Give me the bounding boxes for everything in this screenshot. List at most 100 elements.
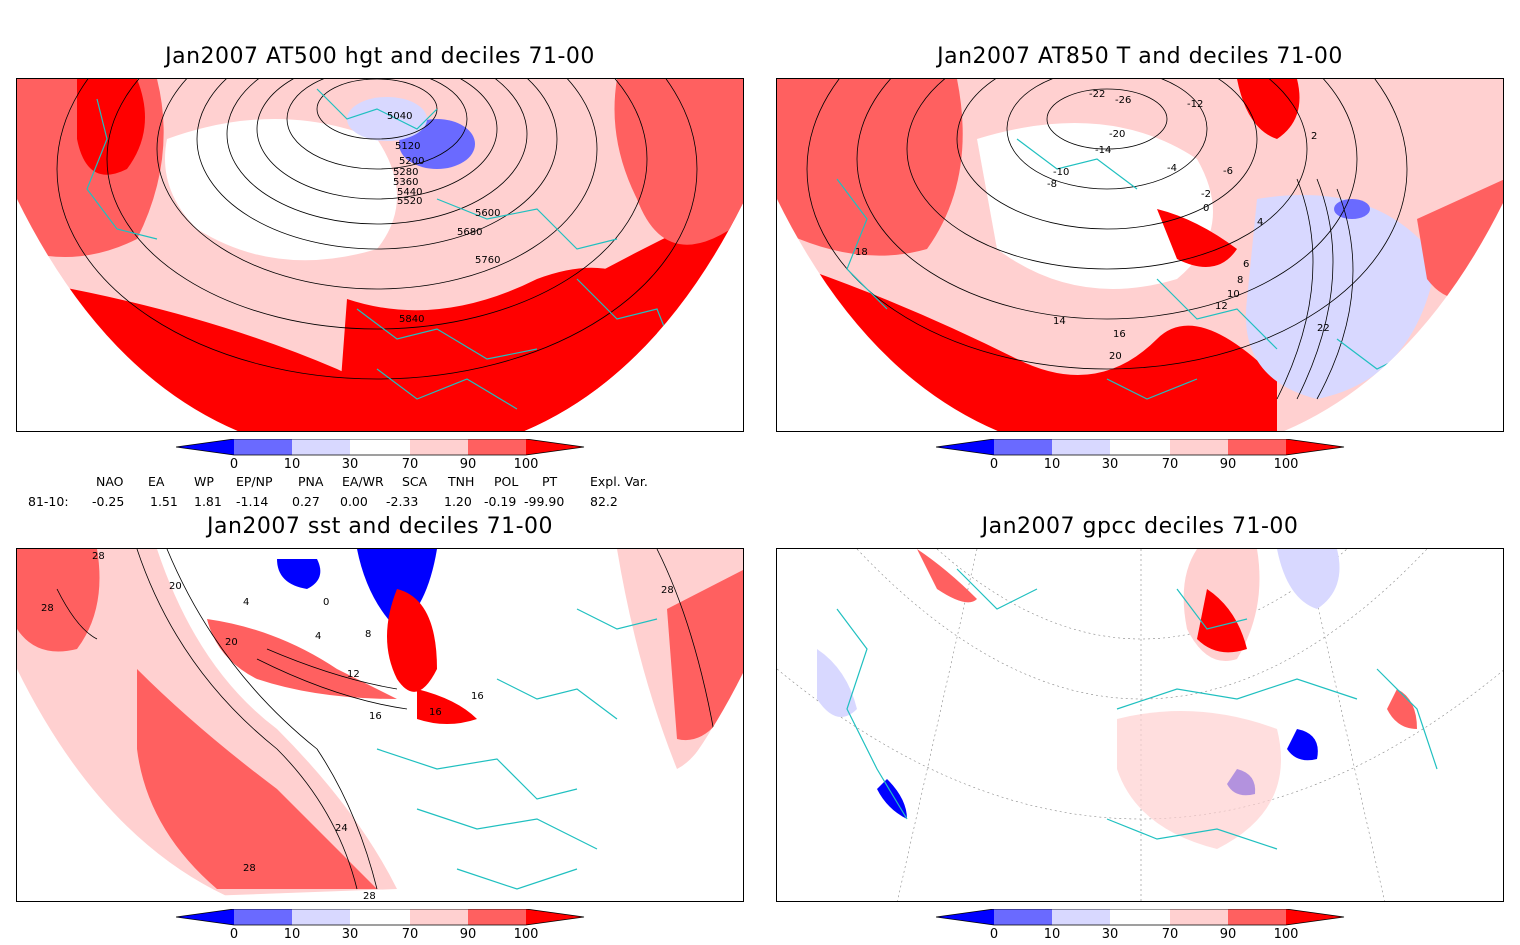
tc-value: 82.2	[590, 494, 618, 509]
map-sst-svg: 28 28 20 20 4 0 4 8 12 16 16 16 24 28 28…	[17, 549, 743, 902]
colorbar-ramp	[175, 438, 585, 456]
colorbar-tick: 10	[283, 457, 301, 472]
colorbar-tick: 0	[229, 927, 239, 942]
colorbar-tick: 0	[229, 457, 239, 472]
tc-header: TNH	[448, 474, 475, 489]
tc-header: WP	[194, 474, 214, 489]
tc-row-label: 81-10:	[28, 494, 69, 509]
colorbar-tick: 30	[1101, 457, 1119, 472]
t850-label: 6	[1243, 259, 1249, 270]
t850-label: 10	[1227, 289, 1240, 300]
colorbar-tick: 30	[1101, 927, 1119, 942]
colorbar-tick: 70	[401, 927, 419, 942]
sst-label: 28	[41, 603, 54, 614]
map-t850: -26 -22 -20 -14 -12 -10 -8 -6 -4 -2 0 2 …	[776, 78, 1504, 432]
colorbar-tick: 90	[1219, 457, 1237, 472]
t850-label: 14	[1053, 316, 1066, 327]
t850-label: -14	[1095, 145, 1111, 156]
hgt500-label: 5120	[395, 141, 420, 152]
tc-value: 1.51	[150, 494, 178, 509]
tc-value: 1.20	[444, 494, 472, 509]
colorbar-tick: 0	[989, 927, 999, 942]
sst-contour-labels: 28 28 20 20 4 0 4 8 12 16 16 16 24 28 28…	[41, 551, 674, 902]
hgt500-label: 5360	[393, 177, 418, 188]
tc-header: POL	[494, 474, 519, 489]
map-hgt500-svg: 5040 5120 5200 5280 5360 5440 5520 5600 …	[17, 79, 743, 431]
hgt500-label: 5840	[399, 314, 424, 325]
hgt500-label: 5520	[397, 196, 422, 207]
tc-header: EA	[148, 474, 165, 489]
hgt500-label: 5600	[475, 208, 500, 219]
sst-label: 16	[429, 707, 442, 718]
colorbar-tick: 90	[459, 927, 477, 942]
panel-title-hgt500: Jan2007 AT500 hgt and deciles 71-00	[165, 44, 595, 69]
hgt500-label: 5040	[387, 111, 412, 122]
t850-label: 12	[1215, 301, 1228, 312]
tc-value: -0.25	[92, 494, 125, 509]
sst-label: 4	[315, 631, 321, 642]
t850-label: -12	[1187, 99, 1203, 110]
colorbar-tick: 0	[989, 457, 999, 472]
tc-header: EP/NP	[236, 474, 273, 489]
colorbar-tick: 30	[341, 927, 359, 942]
t850-label: 20	[1109, 351, 1122, 362]
sst-label: 28	[363, 891, 376, 902]
tc-value: -1.14	[236, 494, 269, 509]
tc-header: SCA	[402, 474, 428, 489]
tc-value: -2.33	[386, 494, 419, 509]
colorbar-tick: 70	[1161, 927, 1179, 942]
sst-label: 24	[335, 823, 348, 834]
tc-header: PNA	[298, 474, 324, 489]
t850-label: 0	[1203, 203, 1209, 214]
map-sst: 28 28 20 20 4 0 4 8 12 16 16 16 24 28 28…	[16, 548, 744, 902]
colorbar-tick: 100	[1273, 457, 1299, 472]
t850-label: 16	[1113, 329, 1126, 340]
t850-label: 22	[1317, 323, 1330, 334]
t850-label: -20	[1109, 129, 1125, 140]
t850-label: 2	[1311, 131, 1317, 142]
hgt500-label: 5200	[399, 156, 424, 167]
colorbar-tick: 10	[1043, 927, 1061, 942]
t850-label: -22	[1089, 89, 1105, 100]
t850-label: -10	[1053, 167, 1069, 178]
hgt500-label: 5280	[393, 167, 418, 178]
colorbar-tick: 100	[513, 927, 539, 942]
sst-label: 20	[225, 637, 238, 648]
t850-label: -4	[1167, 163, 1177, 174]
colorbar-t850: 0 10 30 70 90 100	[935, 438, 1356, 475]
t850-label: -6	[1223, 166, 1233, 177]
colorbar-ramp	[175, 908, 585, 926]
colorbar-tick: 70	[1161, 457, 1179, 472]
tc-header: EA/WR	[342, 474, 384, 489]
hgt500-label: 5760	[475, 255, 500, 266]
hgt500-label: 5440	[397, 187, 422, 198]
sst-label: 4	[243, 597, 249, 608]
colorbar-tick: 90	[459, 457, 477, 472]
tc-value: -0.19	[484, 494, 517, 509]
colorbar-tick: 90	[1219, 927, 1237, 942]
sst-label: 28	[92, 551, 105, 562]
sst-label: 20	[169, 581, 182, 592]
colorbar-hgt500: 0 10 30 70 90 100	[175, 438, 596, 475]
colorbar-sst: 0 10 30 70 90 100	[175, 908, 596, 945]
colorbar-tick: 10	[1043, 457, 1061, 472]
tc-value: -99.90	[524, 494, 565, 509]
tc-value: 1.81	[194, 494, 222, 509]
sst-label: 0	[323, 597, 329, 608]
colorbar-tick: 70	[401, 457, 419, 472]
sst-label: 16	[369, 711, 382, 722]
map-t850-svg: -26 -22 -20 -14 -12 -10 -8 -6 -4 -2 0 2 …	[777, 79, 1503, 431]
hgt500-contour-labels: 5040 5120 5200 5280 5360 5440 5520 5600 …	[387, 111, 500, 325]
sst-label: 8	[365, 629, 371, 640]
colorbar-gpcc: 0 10 30 70 90 100	[935, 908, 1356, 945]
t850-contour-labels: -26 -22 -20 -14 -12 -10 -8 -6 -4 -2 0 2 …	[855, 89, 1330, 362]
t850-label: -26	[1115, 95, 1131, 106]
colorbar-ramp	[935, 438, 1345, 456]
colorbar-tick: 30	[341, 457, 359, 472]
sst-label: 12	[347, 669, 360, 680]
t850-label: 4	[1257, 217, 1263, 228]
sst-label: 28	[661, 585, 674, 596]
tc-header: Expl. Var.	[590, 474, 648, 489]
panel-title-t850: Jan2007 AT850 T and deciles 71-00	[937, 44, 1343, 69]
panel-title-sst: Jan2007 sst and deciles 71-00	[206, 514, 554, 539]
